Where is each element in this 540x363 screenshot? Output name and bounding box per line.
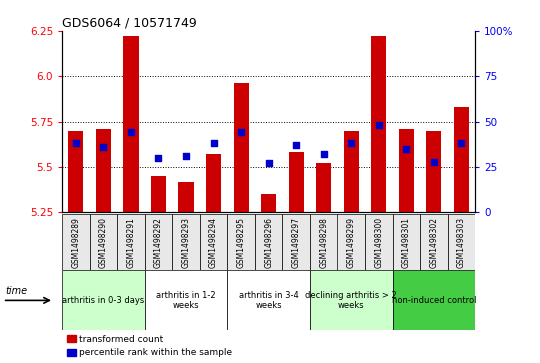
Bar: [90, 214, 117, 270]
Bar: [393, 270, 475, 330]
Text: GSM1498303: GSM1498303: [457, 217, 466, 268]
Bar: [62, 270, 145, 330]
Text: GSM1498291: GSM1498291: [126, 217, 136, 268]
Text: non-induced control: non-induced control: [392, 296, 476, 305]
Text: GSM1498292: GSM1498292: [154, 217, 163, 268]
Text: GDS6064 / 10571749: GDS6064 / 10571749: [62, 17, 197, 30]
Bar: [200, 214, 227, 270]
Bar: [371, 36, 387, 212]
Text: GSM1498297: GSM1498297: [292, 217, 301, 268]
Text: GSM1498295: GSM1498295: [237, 217, 246, 268]
Text: GSM1498300: GSM1498300: [374, 217, 383, 268]
Bar: [288, 152, 304, 212]
Bar: [227, 270, 310, 330]
Point: [181, 153, 190, 159]
Point: [154, 155, 163, 161]
Bar: [123, 36, 139, 212]
Point: [99, 144, 108, 150]
Bar: [261, 194, 276, 212]
Bar: [310, 270, 393, 330]
Bar: [420, 214, 448, 270]
Bar: [393, 214, 420, 270]
Text: GSM1498293: GSM1498293: [181, 217, 191, 268]
Point: [457, 140, 465, 146]
Bar: [62, 214, 90, 270]
Bar: [365, 214, 393, 270]
Text: GSM1498298: GSM1498298: [319, 217, 328, 268]
Bar: [399, 129, 414, 212]
Bar: [233, 83, 249, 212]
Text: GSM1498302: GSM1498302: [429, 217, 438, 268]
Bar: [145, 214, 172, 270]
Text: GSM1498296: GSM1498296: [264, 217, 273, 268]
Bar: [310, 214, 338, 270]
Point: [71, 140, 80, 146]
Bar: [338, 214, 365, 270]
Bar: [172, 214, 200, 270]
Bar: [206, 154, 221, 212]
Bar: [68, 131, 84, 212]
Point: [265, 160, 273, 166]
Bar: [426, 131, 442, 212]
Text: GSM1498290: GSM1498290: [99, 217, 108, 268]
Bar: [96, 129, 111, 212]
Point: [292, 142, 300, 148]
Legend: transformed count, percentile rank within the sample: transformed count, percentile rank withi…: [66, 335, 232, 357]
Point: [429, 159, 438, 164]
Bar: [454, 107, 469, 212]
Point: [374, 122, 383, 128]
Point: [126, 130, 135, 135]
Text: GSM1498289: GSM1498289: [71, 217, 80, 268]
Bar: [282, 214, 310, 270]
Text: arthritis in 0-3 days: arthritis in 0-3 days: [62, 296, 145, 305]
Point: [210, 140, 218, 146]
Point: [402, 146, 410, 152]
Bar: [343, 131, 359, 212]
Bar: [178, 182, 194, 212]
Text: GSM1498294: GSM1498294: [209, 217, 218, 268]
Text: GSM1498299: GSM1498299: [347, 217, 356, 268]
Point: [237, 130, 245, 135]
Bar: [448, 214, 475, 270]
Bar: [316, 163, 332, 212]
Bar: [227, 214, 255, 270]
Text: declining arthritis > 2
weeks: declining arthritis > 2 weeks: [306, 291, 397, 310]
Bar: [117, 214, 145, 270]
Bar: [145, 270, 227, 330]
Bar: [255, 214, 282, 270]
Point: [347, 140, 355, 146]
Text: GSM1498301: GSM1498301: [402, 217, 411, 268]
Text: arthritis in 1-2
weeks: arthritis in 1-2 weeks: [156, 291, 216, 310]
Text: time: time: [5, 286, 28, 297]
Text: arthritis in 3-4
weeks: arthritis in 3-4 weeks: [239, 291, 299, 310]
Bar: [151, 176, 166, 212]
Point: [319, 151, 328, 157]
